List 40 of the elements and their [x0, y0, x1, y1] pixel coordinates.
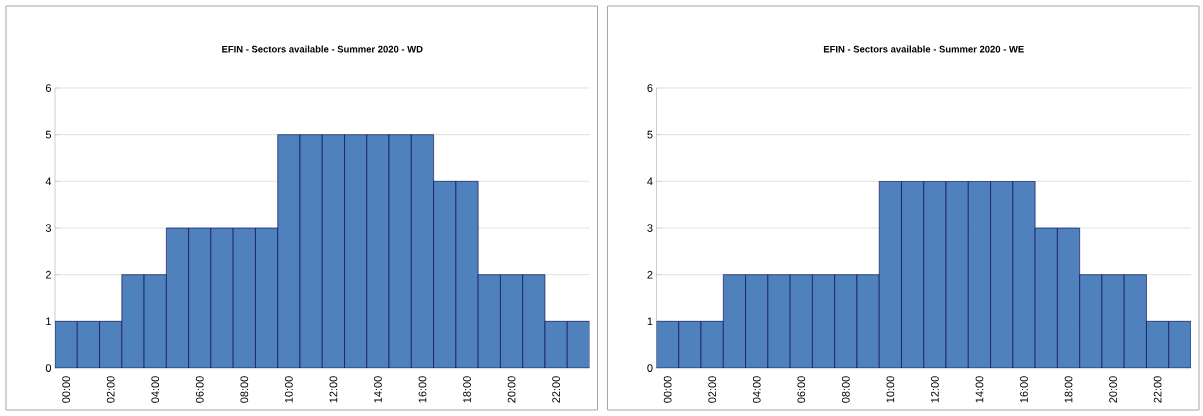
x-tick-label: 14:00	[374, 376, 382, 403]
y-tick-label: 5	[45, 130, 52, 139]
chart-title: EFIN - Sectors available - Summer 2020 - WD	[222, 45, 423, 53]
x-tick-label: 00:00	[663, 376, 672, 403]
x-tick-label: 18:00	[1064, 376, 1073, 403]
x-tick-label: 10:00	[886, 376, 895, 403]
x-tick-label: 22:00	[552, 376, 560, 403]
y-tick-label: 3	[647, 224, 653, 232]
x-tick-label: 20:00	[507, 376, 516, 403]
x-tick-label: 14:00	[975, 376, 984, 403]
x-tick-label: 08:00	[240, 376, 249, 403]
x-tick-label: 00:00	[62, 376, 71, 403]
x-tick-label: 06:00	[195, 376, 204, 403]
x-tick-label: 12:00	[329, 376, 338, 403]
x-tick-label: 04:00	[151, 376, 160, 403]
x-tick-label: 18:00	[463, 376, 471, 403]
chart-title: EFIN - Sectors available - Summer 2020 - WE	[823, 45, 1024, 53]
x-tick-label: 20:00	[1109, 376, 1117, 403]
x-tick-label: 06:00	[797, 376, 806, 403]
y-tick-label: 2	[647, 270, 653, 279]
x-tick-label: 02:00	[106, 376, 115, 403]
x-tick-label: 10:00	[284, 376, 293, 403]
x-tick-label: 08:00	[841, 376, 850, 403]
y-tick-label: 6	[647, 84, 653, 92]
y-tick-label: 4	[647, 177, 653, 186]
y-tick-label: 1	[46, 317, 51, 326]
y-tick-label: 6	[45, 84, 51, 92]
y-tick-label: 3	[45, 224, 51, 232]
y-tick-label: 2	[45, 270, 51, 279]
x-tick-label: 04:00	[752, 376, 761, 403]
y-tick-label: 5	[647, 130, 653, 139]
x-tick-label: 12:00	[931, 376, 939, 403]
y-tick-label: 1	[647, 317, 653, 326]
x-tick-label: 02:00	[708, 376, 717, 403]
y-tick-label: 0	[647, 364, 653, 372]
x-tick-label: 22:00	[1153, 376, 1162, 403]
y-tick-label: 4	[45, 177, 52, 186]
x-tick-label: 16:00	[1020, 376, 1028, 403]
y-tick-label: 0	[45, 364, 52, 372]
x-tick-label: 16:00	[418, 376, 427, 403]
